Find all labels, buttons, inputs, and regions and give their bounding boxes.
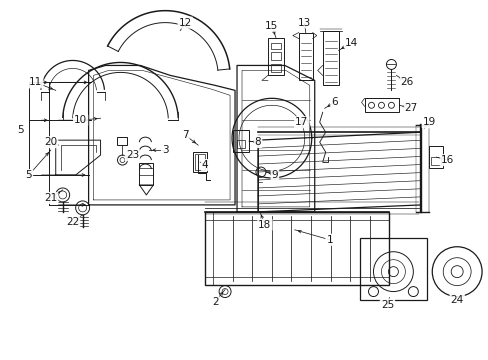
Bar	[430, 157, 440, 165]
Text: 16: 16	[440, 155, 453, 165]
Bar	[267, 37, 283, 75]
Bar	[428, 146, 442, 168]
Text: 12: 12	[178, 18, 191, 28]
Bar	[270, 64, 280, 72]
Bar	[117, 137, 127, 145]
Text: 13: 13	[298, 18, 311, 28]
Bar	[195, 154, 205, 170]
Bar	[270, 42, 280, 49]
Bar	[237, 140, 244, 148]
Text: 19: 19	[422, 117, 435, 127]
Text: 9: 9	[271, 170, 278, 180]
Text: 11: 11	[29, 77, 42, 87]
Text: 21: 21	[44, 193, 57, 203]
Bar	[270, 53, 280, 60]
Text: 22: 22	[66, 217, 79, 227]
Text: 14: 14	[344, 37, 358, 48]
Text: 10: 10	[74, 115, 87, 125]
Text: 5: 5	[25, 170, 32, 180]
Text: 18: 18	[258, 220, 271, 230]
Bar	[193, 152, 207, 172]
Bar	[233, 130, 248, 152]
Text: 24: 24	[449, 294, 463, 305]
Bar	[364, 98, 399, 112]
Text: 3: 3	[162, 145, 168, 155]
Text: 26: 26	[400, 77, 413, 87]
Bar	[205, 212, 388, 285]
Text: 2: 2	[211, 297, 218, 306]
Text: 8: 8	[254, 137, 261, 147]
Bar	[322, 31, 338, 85]
Text: 23: 23	[125, 150, 139, 160]
Text: 20: 20	[44, 137, 57, 147]
Text: 5: 5	[18, 125, 24, 135]
Text: 15: 15	[264, 21, 278, 31]
Text: 25: 25	[380, 300, 393, 310]
Bar	[298, 32, 312, 80]
Bar	[139, 163, 153, 185]
Text: 4: 4	[202, 160, 208, 170]
Bar	[359, 238, 427, 300]
Text: 6: 6	[331, 97, 337, 107]
Text: 7: 7	[182, 130, 188, 140]
Text: 27: 27	[404, 103, 417, 113]
Text: 1: 1	[325, 235, 332, 245]
Text: 17: 17	[295, 117, 308, 127]
